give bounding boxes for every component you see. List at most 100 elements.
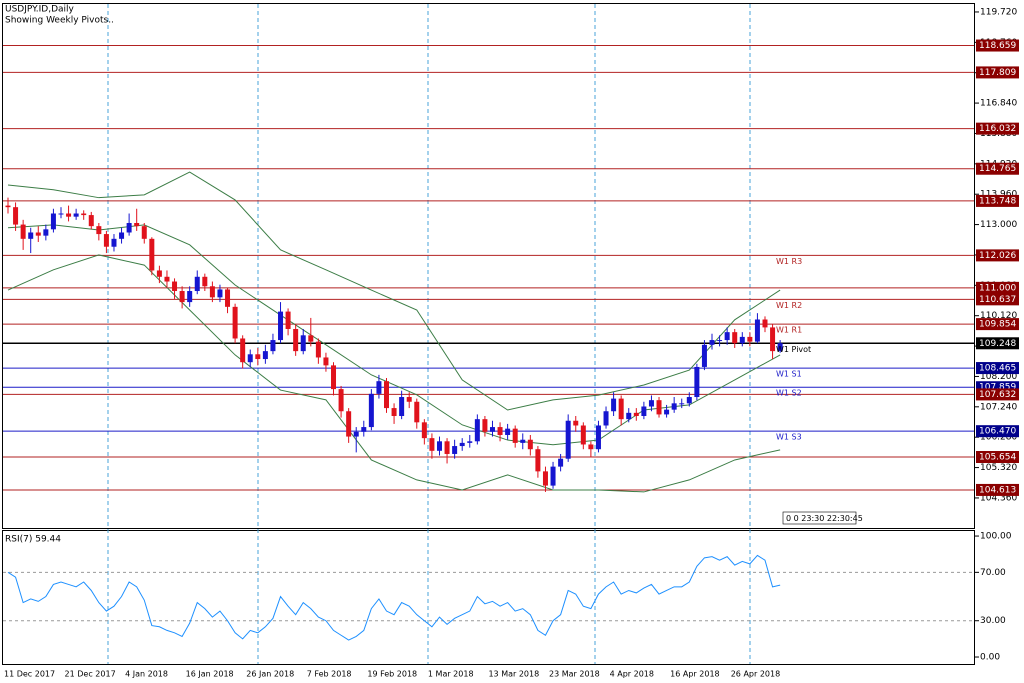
pivot-label-box	[976, 194, 1019, 207]
x-tick-label: 23 Mar 2018	[549, 670, 600, 679]
candle-body	[550, 466, 556, 486]
pivot-label-box	[976, 362, 1019, 375]
pivot-label: 111.000	[979, 283, 1016, 293]
candle-body	[202, 276, 208, 287]
candle-body	[770, 327, 776, 352]
candle-body	[474, 419, 480, 442]
pivot-label: 114.765	[979, 164, 1016, 174]
pivot-name: W1 S2	[776, 389, 802, 398]
candle-body	[50, 213, 56, 230]
candle-body	[505, 428, 511, 435]
pivot-label: 117.809	[979, 68, 1016, 78]
candle-body	[421, 422, 427, 439]
pivot-label-box	[976, 318, 1019, 331]
pivot-label: 107.859	[979, 383, 1016, 393]
pivot-label: 107.632	[979, 390, 1016, 400]
candle-body	[270, 340, 276, 352]
pivot-name: W1 R1	[776, 326, 802, 335]
candle-body	[58, 213, 64, 215]
candle-body	[225, 289, 231, 307]
candle-body	[497, 427, 503, 435]
candle-body	[308, 335, 314, 342]
candle-body	[384, 381, 389, 409]
candle-body	[285, 311, 291, 329]
x-tick-label: 16 Jan 2018	[186, 670, 234, 679]
candle-body	[732, 332, 738, 344]
candle-body	[542, 471, 548, 486]
candle-body	[406, 397, 412, 402]
pivot-label-box	[976, 451, 1019, 464]
candle-body	[512, 428, 518, 443]
pivot-label: 113.748	[979, 196, 1016, 206]
x-tick-label: 7 Feb 2018	[307, 670, 352, 679]
y-tick-label: 113.960	[980, 190, 1017, 200]
candle-body	[172, 281, 178, 292]
x-tick-label: 13 Mar 2018	[488, 670, 539, 679]
candle-body	[361, 427, 367, 432]
candle-body	[88, 215, 94, 227]
y-tick-label: 119.720	[980, 7, 1017, 17]
note-box	[782, 511, 857, 525]
pivot-label-box	[976, 425, 1019, 438]
candle-body	[739, 336, 745, 344]
candle-body	[164, 276, 170, 282]
chart-title: USDJPY.ID,Daily	[5, 5, 75, 15]
x-tick-label: 21 Dec 2017	[65, 670, 116, 679]
candle-body	[588, 444, 594, 450]
y-tick-label: 104.360	[980, 493, 1017, 503]
pivot-name: W1 S1	[776, 370, 802, 379]
pivot-label: 116.032	[979, 124, 1016, 134]
pivot-label: 109.854	[979, 320, 1016, 330]
candle-body	[489, 427, 495, 432]
candle-body	[467, 441, 473, 443]
candle-body	[429, 438, 435, 451]
pivot-label-box	[976, 281, 1019, 294]
candle-body	[724, 332, 730, 341]
y-tick-label: 113.000	[980, 220, 1017, 230]
candle-body	[452, 446, 458, 454]
candle-body	[573, 420, 579, 426]
chart-subtitle: Showing Weekly Pivots..	[5, 16, 114, 26]
y-tick-label: 100.00	[980, 532, 1012, 542]
candle-body	[209, 286, 215, 298]
y-tick-label: 110.120	[980, 311, 1017, 321]
candle-body	[368, 393, 374, 428]
candle-body	[671, 403, 677, 410]
pivot-name: W1 S3	[776, 433, 802, 442]
candle-body	[156, 270, 162, 277]
price-pane	[2, 3, 975, 529]
candle-body	[777, 343, 783, 352]
pivot-label-box	[976, 483, 1019, 496]
pivot-label-box	[976, 162, 1019, 175]
candle-body	[565, 420, 571, 459]
candle-body	[111, 238, 117, 247]
candle-body	[626, 412, 632, 420]
pivot-label-box	[976, 66, 1019, 79]
candle-body	[96, 226, 102, 235]
candle-body	[5, 205, 11, 208]
candle-body	[262, 351, 268, 360]
pivot-label: 106.470	[979, 427, 1016, 437]
x-tick-label: 16 Apr 2018	[670, 670, 719, 679]
candle-body	[679, 403, 685, 405]
candle-body	[126, 222, 132, 233]
candle-body	[103, 234, 109, 247]
pivot-label-box	[976, 249, 1019, 262]
note: 0 0 23:30 22:30:45	[786, 514, 863, 523]
pivot-name: W1 R2	[776, 301, 802, 310]
candle-body	[217, 289, 223, 298]
pivot-label: 104.613	[979, 485, 1016, 495]
candle-body	[694, 366, 700, 398]
candle-body	[436, 441, 442, 451]
pivot-label-box	[976, 293, 1019, 306]
candle-body	[81, 213, 87, 216]
y-tick-label: 70.00	[980, 568, 1006, 578]
pivot-label: 109.248	[979, 339, 1016, 349]
candle-body	[482, 419, 488, 432]
candle-body	[323, 357, 329, 366]
candle-body	[603, 411, 609, 426]
pivot-label-box	[976, 337, 1019, 350]
y-tick-label: 0.00	[980, 653, 1000, 663]
